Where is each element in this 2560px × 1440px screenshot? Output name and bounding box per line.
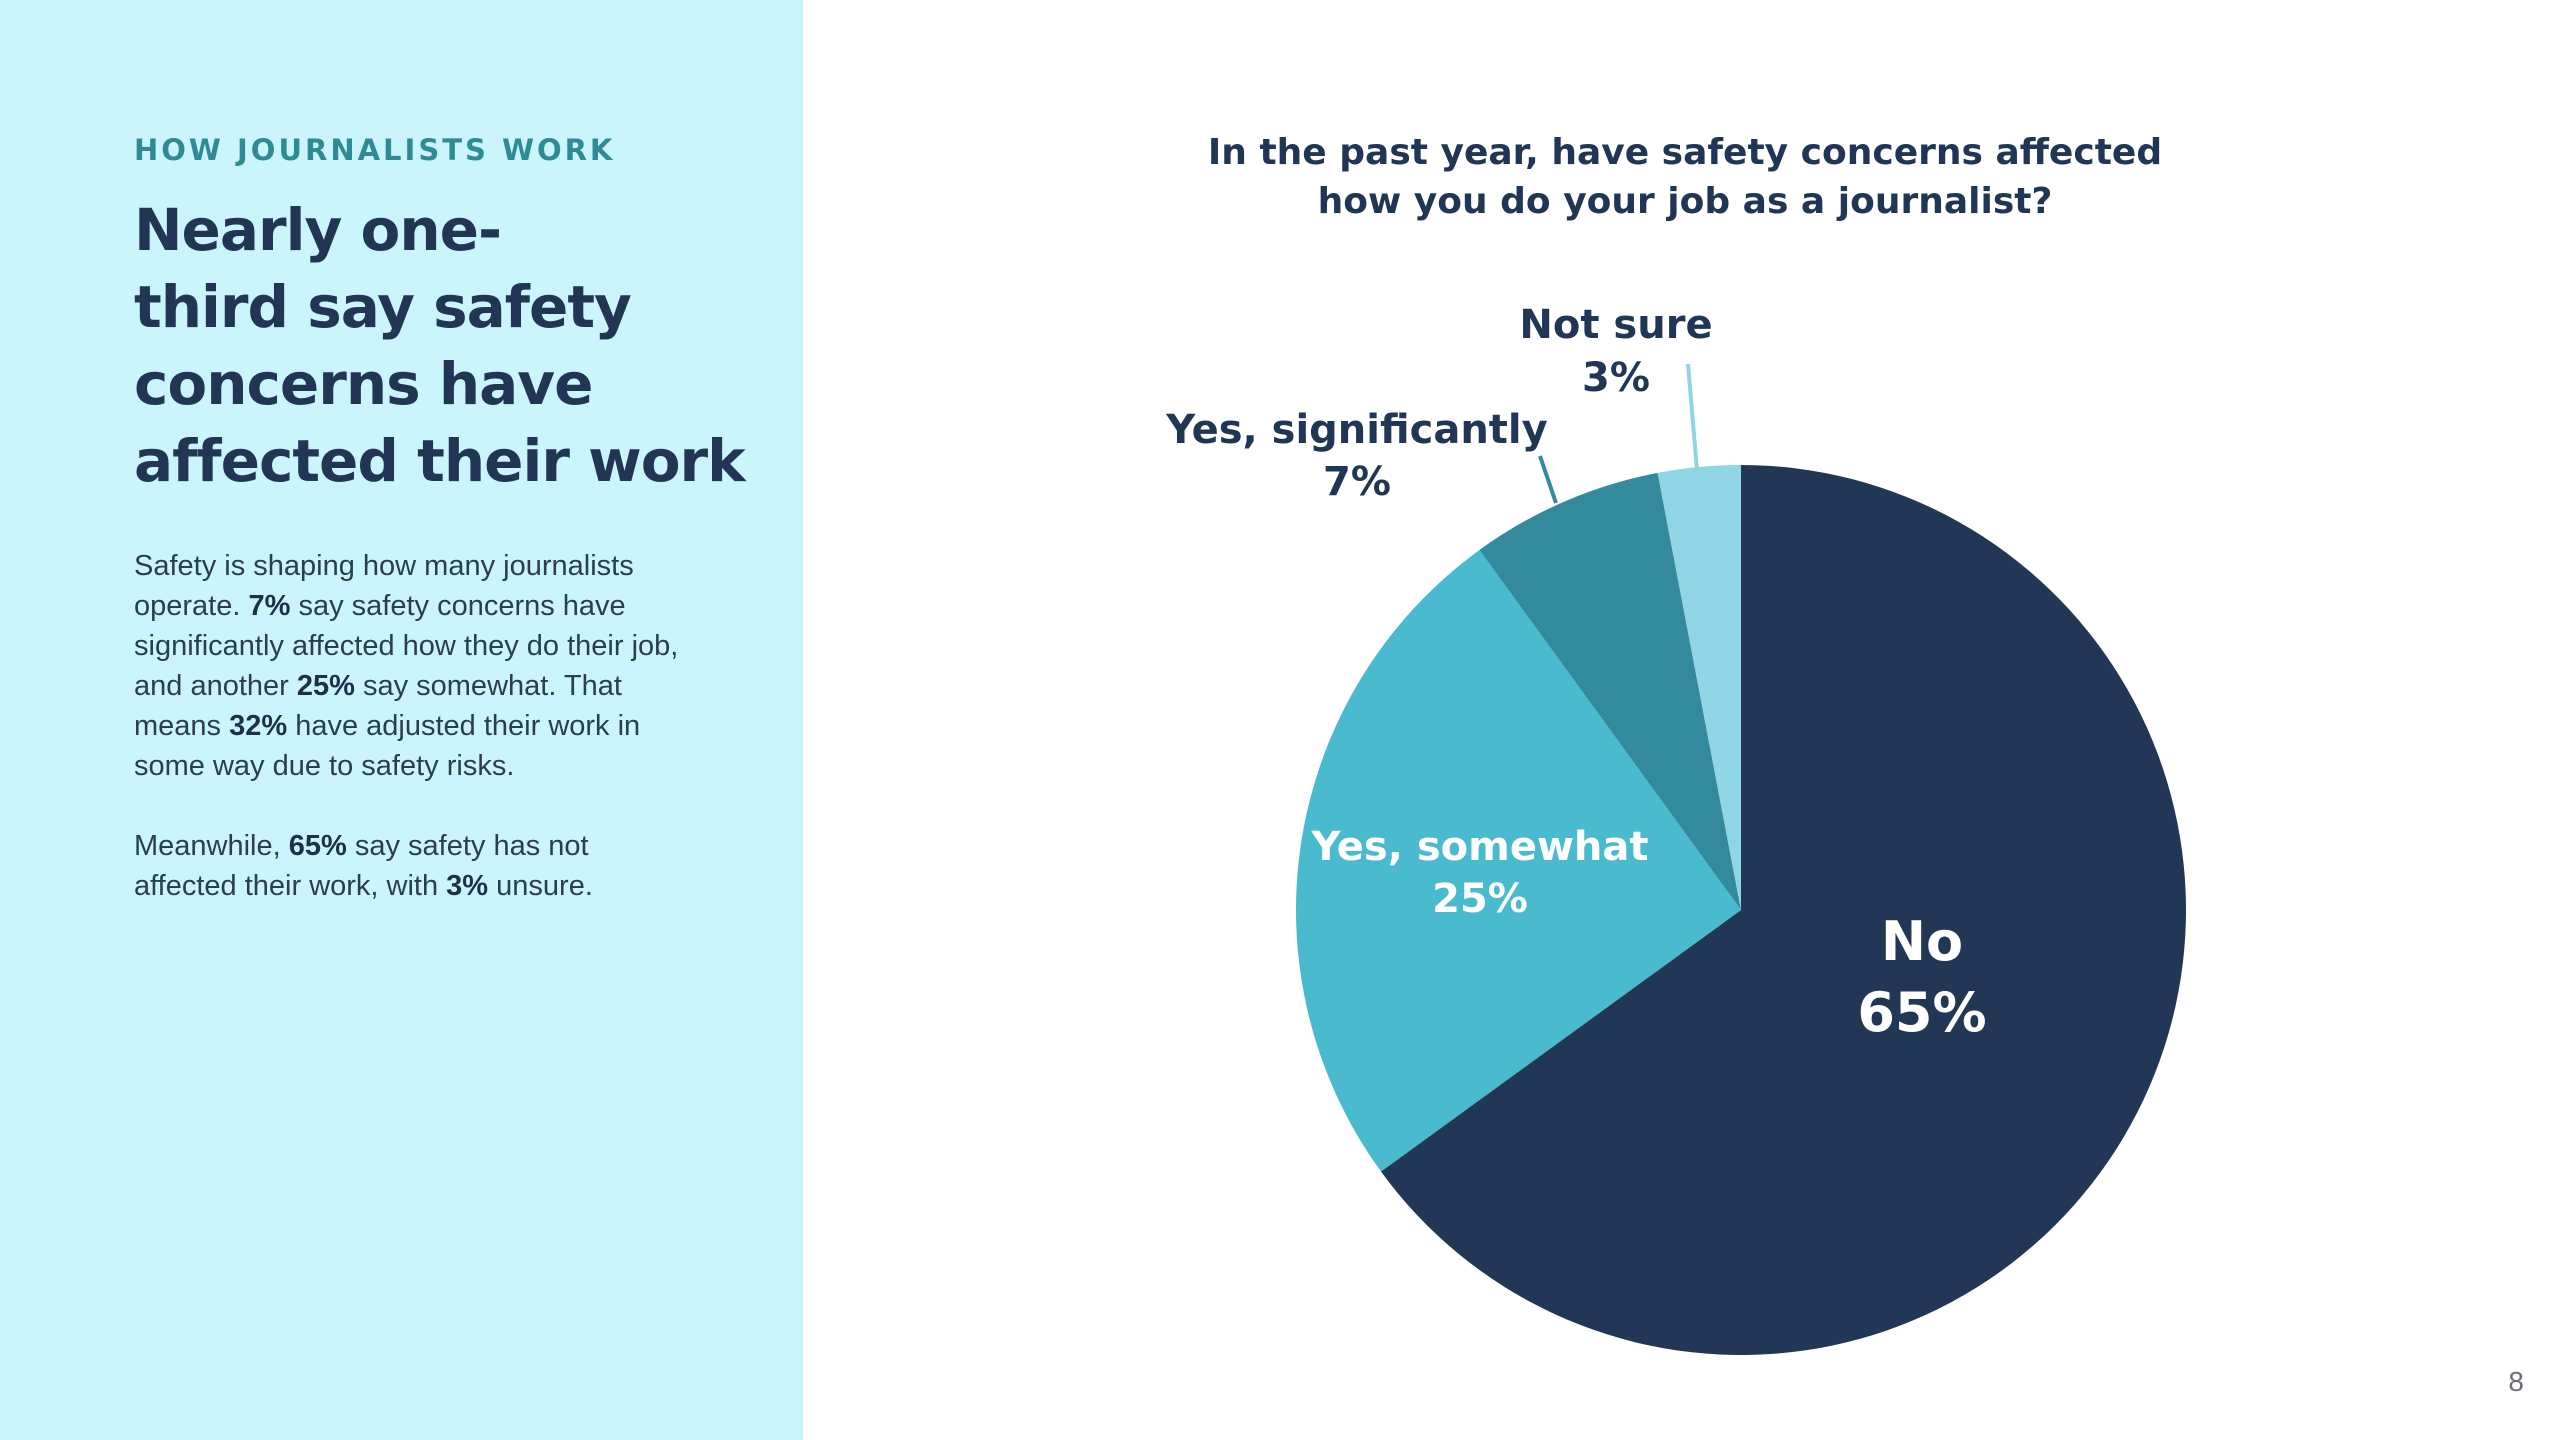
- body-stat: 25%: [296, 670, 355, 702]
- headline-line-2: third say safety: [134, 273, 632, 341]
- slice-category-label: No: [1881, 910, 1963, 973]
- page-headline: Nearly one- third say safety concerns ha…: [134, 192, 746, 500]
- body-stat: 3%: [446, 870, 489, 902]
- body-text: say somewhat. That means: [134, 670, 622, 742]
- pie-slice-not-sure: [1657, 465, 1741, 910]
- body-text: have adjusted their work in some way due…: [134, 710, 641, 782]
- body-text: Safety is shaping how many journalists o…: [134, 550, 634, 622]
- left-panel: [0, 0, 803, 1440]
- headline-line-4: affected their work: [134, 427, 746, 495]
- pie-slice-yes-somewhat: [1296, 549, 1741, 1172]
- headline-line-3: concerns have: [134, 350, 593, 418]
- body-text: say safety has not affected their work, …: [134, 830, 589, 902]
- page-number: 8: [2508, 1366, 2524, 1397]
- leader-line: [1538, 455, 1558, 504]
- slice-category-label: Yes, somewhat: [1311, 824, 1649, 870]
- body-stat: 65%: [288, 830, 347, 862]
- body-text: Meanwhile,: [134, 830, 289, 862]
- body-copy: Safety is shaping how many journalists o…: [134, 546, 694, 946]
- leader-line: [1686, 363, 1699, 471]
- slice-category-label: Not sure: [1519, 302, 1712, 348]
- slice-category-label: Yes, significantly: [1165, 407, 1547, 453]
- pie-slice-yes-significantly: [1479, 472, 1741, 910]
- slice-value-label: 3%: [1582, 355, 1650, 401]
- chart-title: In the past year, have safety concerns a…: [1207, 132, 2163, 222]
- body-paragraph-2: Meanwhile, 65% say safety has not affect…: [134, 826, 694, 906]
- pie-slice-no: [1380, 465, 2187, 1355]
- body-stat: 32%: [229, 710, 288, 742]
- slice-value-label: 7%: [1323, 459, 1391, 505]
- slice-value-label: 65%: [1857, 981, 1986, 1044]
- body-text: unsure.: [488, 870, 593, 902]
- slice-value-label: 25%: [1432, 876, 1528, 922]
- headline-line-1: Nearly one-: [134, 196, 502, 264]
- body-stat: 7%: [248, 590, 291, 622]
- section-eyebrow: HOW JOURNALISTS WORK: [134, 133, 616, 167]
- body-paragraph-1: Safety is shaping how many journalists o…: [134, 546, 694, 786]
- body-text: say safety concerns have significantly a…: [134, 590, 679, 702]
